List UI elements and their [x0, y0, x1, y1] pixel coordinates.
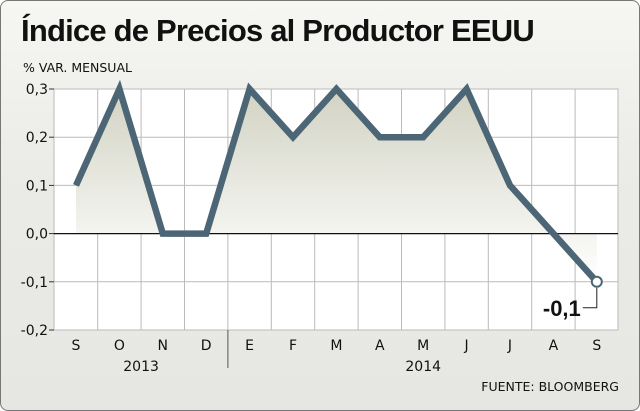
x-tick-label: J	[464, 338, 469, 354]
x-tick-label: M	[330, 338, 342, 354]
year-labels: 2013 2014	[123, 359, 441, 375]
y-tick-label: -0,2	[21, 323, 48, 339]
x-tick-label: J	[507, 338, 512, 354]
x-tick-label: E	[245, 338, 254, 354]
y-tick-label: 0,0	[26, 227, 48, 243]
chart-source: FUENTE: BLOOMBERG	[481, 379, 619, 394]
x-tick-label: A	[375, 338, 385, 354]
x-tick-label: S	[592, 338, 601, 354]
last-value-callout: -0,1	[543, 275, 603, 321]
data-label: -0,1	[543, 296, 581, 321]
y-tick-label: 0,3	[26, 82, 48, 98]
callout-leader	[582, 287, 598, 309]
x-tick-label: N	[158, 338, 168, 354]
chart-title: Índice de Precios al Productor EEUU	[21, 13, 535, 48]
year-label: 2014	[405, 359, 441, 375]
year-label: 2013	[123, 359, 159, 375]
series-line	[73, 79, 600, 284]
last-point-marker	[590, 275, 603, 288]
x-tick-label: M	[417, 338, 429, 354]
x-tick-label: F	[289, 338, 297, 354]
x-tick-label: O	[114, 338, 125, 354]
x-tick-label: S	[72, 338, 81, 354]
y-axis-labels: 0,3 0,2 0,1 0,0 -0,1 -0,2	[21, 82, 54, 339]
chart-subtitle: % VAR. MENSUAL	[23, 60, 132, 75]
y-tick-label: 0,1	[26, 178, 48, 194]
y-tick-label: -0,1	[21, 275, 48, 291]
y-tick-label: 0,2	[26, 130, 48, 146]
x-tick-label: D	[201, 338, 212, 354]
x-tick-label: A	[549, 338, 559, 354]
